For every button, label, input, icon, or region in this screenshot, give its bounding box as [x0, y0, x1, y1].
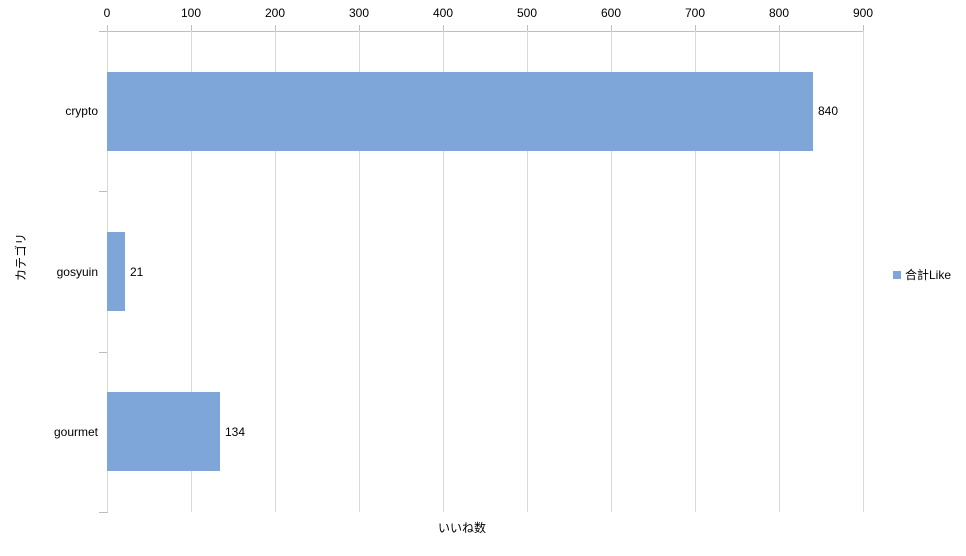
- gridline: [611, 31, 612, 512]
- bar-value-label: 134: [225, 425, 246, 439]
- x-axis-tick: [107, 25, 108, 31]
- gridline: [527, 31, 528, 512]
- x-axis-tick: [611, 25, 612, 31]
- legend: 合計Like: [893, 268, 951, 282]
- gridline: [863, 31, 864, 512]
- bar-gourmet: [107, 392, 220, 471]
- x-tick-label: 800: [768, 6, 790, 20]
- gridline: [695, 31, 696, 512]
- x-axis-tick: [191, 25, 192, 31]
- category-label-gosyuin: gosyuin: [56, 265, 98, 279]
- bar-crypto: [107, 72, 813, 151]
- y-axis-title: カテゴリ: [14, 233, 28, 282]
- gridline: [443, 31, 444, 512]
- x-axis-tick: [443, 25, 444, 31]
- x-axis-tick: [779, 25, 780, 31]
- x-axis-tick: [275, 25, 276, 31]
- gridline: [359, 31, 360, 512]
- y-axis-tick: [99, 191, 107, 192]
- x-axis-tick: [863, 25, 864, 31]
- x-axis-tick: [527, 25, 528, 31]
- gridline: [191, 31, 192, 512]
- category-label-crypto: crypto: [65, 104, 98, 118]
- x-tick-label: 400: [432, 6, 454, 20]
- bar-gosyuin: [107, 232, 125, 311]
- gridline: [275, 31, 276, 512]
- gridline: [779, 31, 780, 512]
- x-tick-label: 0: [103, 6, 111, 20]
- y-axis-tick: [99, 512, 107, 513]
- legend-swatch-icon: [893, 271, 901, 279]
- x-axis-tick: [695, 25, 696, 31]
- category-label-gourmet: gourmet: [53, 425, 98, 439]
- x-axis-tick: [359, 25, 360, 31]
- x-tick-label: 500: [516, 6, 538, 20]
- bar-value-label: 21: [130, 265, 144, 279]
- x-axis-line: [107, 31, 864, 32]
- x-tick-label: 700: [684, 6, 706, 20]
- x-tick-label: 300: [348, 6, 370, 20]
- x-axis-title: いいね数: [437, 521, 486, 535]
- x-tick-label: 200: [264, 6, 286, 20]
- bar-value-label: 840: [818, 104, 839, 118]
- x-tick-label: 600: [600, 6, 622, 20]
- x-tick-label: 900: [852, 6, 874, 20]
- y-axis-tick: [99, 352, 107, 353]
- legend-label: 合計Like: [905, 268, 952, 282]
- y-axis-tick: [99, 31, 107, 32]
- x-tick-label: 100: [180, 6, 202, 20]
